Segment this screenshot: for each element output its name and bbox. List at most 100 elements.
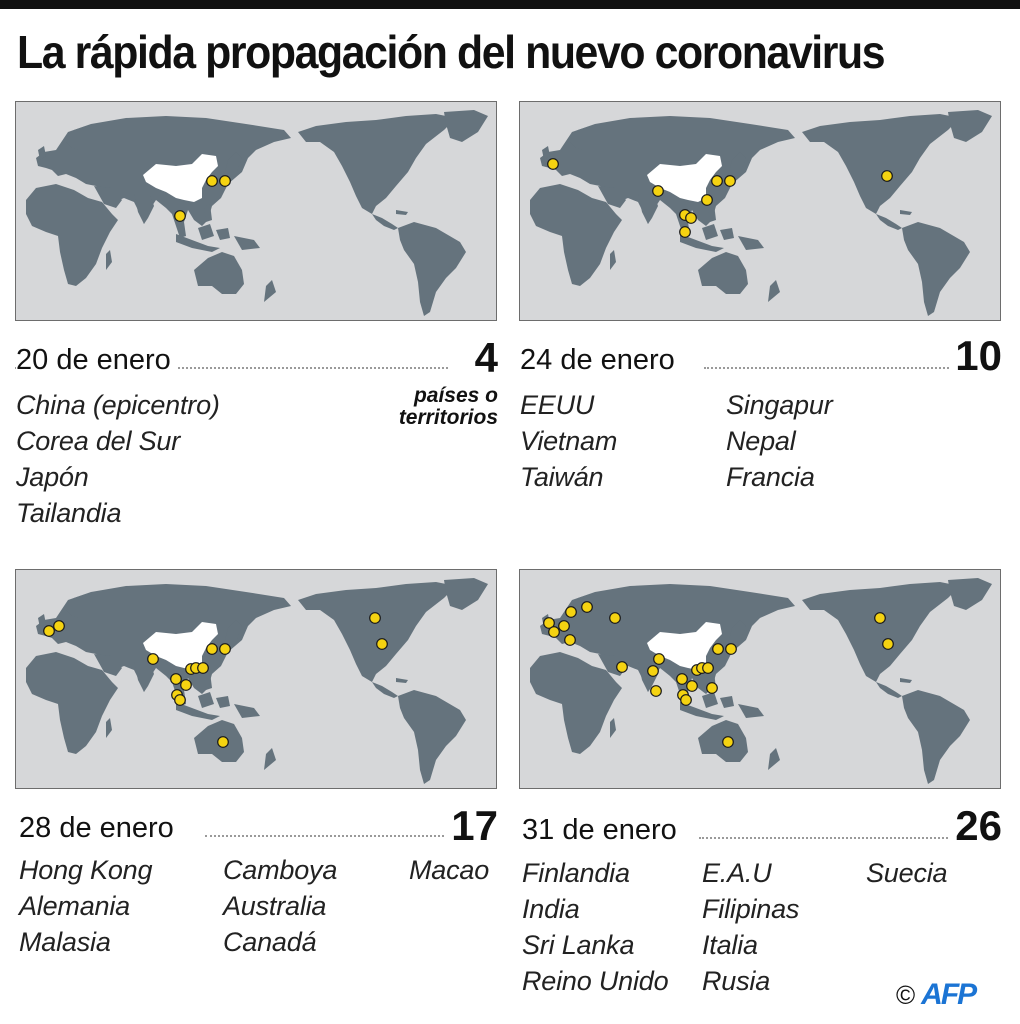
country-column: E.A.U Filipinas Italia Rusia: [702, 855, 866, 999]
case-location-dot: [609, 612, 621, 624]
country-name: Malasia: [19, 927, 111, 957]
case-location-dot: [616, 661, 628, 673]
date-label: 31 de enero: [522, 813, 683, 847]
country-column: Macao: [409, 852, 489, 960]
country-name: Hong Kong: [19, 855, 153, 885]
case-location-dot: [174, 694, 186, 706]
case-location-dot: [548, 626, 560, 638]
case-location-dot: [217, 736, 229, 748]
country-column: Suecia: [866, 855, 948, 999]
case-location-dot: [722, 736, 734, 748]
country-name: Suecia: [866, 858, 948, 888]
country-column: Hong Kong Alemania Malasia: [19, 852, 223, 960]
copyright-icon: ©: [896, 980, 916, 1010]
case-location-dot: [653, 653, 665, 665]
case-location-dot: [174, 210, 186, 222]
country-name: Rusia: [702, 966, 771, 996]
country-name: Vietnam: [520, 426, 618, 456]
case-location-dot: [53, 620, 65, 632]
country-name: Japón: [16, 462, 89, 492]
units-line-2: territorios: [398, 406, 498, 429]
case-location-dot: [558, 620, 570, 632]
case-location-dot: [369, 612, 381, 624]
country-name: Alemania: [19, 891, 130, 921]
country-column: EEUU Vietnam Taiwán: [520, 387, 726, 495]
case-location-dot: [565, 606, 577, 618]
credit: © AFP: [896, 978, 977, 1011]
case-location-dot: [680, 694, 692, 706]
case-location-dot: [376, 638, 388, 650]
case-location-dot: [547, 158, 559, 170]
dotted-leader: [699, 837, 952, 839]
country-name: Tailandia: [16, 498, 122, 528]
dotted-leader: [704, 367, 952, 369]
country-column: China (epicentro) Corea del Sur Japón Ta…: [16, 387, 220, 531]
country-column: Singapur Nepal Francia: [726, 387, 833, 495]
case-location-dot: [197, 662, 209, 674]
country-column: Finlandia India Sri Lanka Reino Unido: [522, 855, 702, 999]
panel-jan-24: 24 de enero 10 EEUU Vietnam Taiwán Singa…: [519, 101, 1002, 531]
country-name: Reino Unido: [522, 966, 669, 996]
case-location-dot: [564, 634, 576, 646]
case-location-dot: [882, 638, 894, 650]
panel-header: 31 de enero 26: [519, 803, 1002, 849]
case-location-dot: [650, 685, 662, 697]
date-label: 24 de enero: [520, 343, 681, 377]
country-name: Italia: [702, 930, 758, 960]
case-location-dot: [881, 170, 893, 182]
case-location-dot: [706, 682, 718, 694]
case-location-dot: [219, 175, 231, 187]
afp-logo: AFP: [921, 978, 977, 1011]
case-location-dot: [652, 185, 664, 197]
case-location-dot: [676, 673, 688, 685]
case-location-dot: [206, 175, 218, 187]
country-name: Singapur: [726, 390, 833, 420]
units-line-1: países o: [413, 384, 498, 407]
case-location-dot: [581, 601, 593, 613]
country-name: Finlandia: [522, 858, 630, 888]
date-label: 28 de enero: [19, 811, 180, 845]
world-map: [15, 101, 497, 321]
units-label: países o territorios: [399, 385, 498, 429]
case-location-dot: [647, 665, 659, 677]
case-location-dot: [543, 617, 555, 629]
panel-jan-31: 31 de enero 26 Finlandia India Sri Lanka…: [519, 569, 1002, 996]
case-location-dot: [206, 643, 218, 655]
world-map: [519, 569, 1001, 789]
country-name: Filipinas: [702, 894, 800, 924]
case-location-dot: [685, 212, 697, 224]
case-location-dot: [180, 679, 192, 691]
page-title: La rápida propagación del nuevo coronavi…: [17, 26, 886, 78]
panel-header: 20 de enero 4: [15, 333, 498, 381]
country-name: EEUU: [520, 390, 595, 420]
country-count: 26: [949, 803, 1002, 849]
panel-header: 24 de enero 10: [519, 333, 1002, 379]
case-location-dot: [874, 612, 886, 624]
case-location-dot: [219, 643, 231, 655]
country-name: Corea del Sur: [16, 426, 180, 456]
country-name: Nepal: [726, 426, 796, 456]
case-location-dot: [712, 643, 724, 655]
top-rule: [0, 0, 1020, 9]
dotted-leader: [205, 835, 448, 837]
case-location-dot: [686, 680, 698, 692]
map-svg: [16, 102, 496, 320]
map-svg: [520, 570, 1000, 788]
case-location-dot: [702, 662, 714, 674]
country-name: Taiwán: [520, 462, 604, 492]
date-label: 20 de enero: [16, 343, 177, 377]
case-location-dot: [170, 673, 182, 685]
map-svg: [16, 570, 496, 788]
case-location-dot: [147, 653, 159, 665]
world-map: [15, 569, 497, 789]
country-name: Sri Lanka: [522, 930, 635, 960]
country-name: Canadá: [223, 927, 317, 957]
case-location-dot: [724, 175, 736, 187]
case-location-dot: [725, 643, 737, 655]
panel-header: 28 de enero 17: [15, 801, 498, 849]
case-location-dot: [43, 625, 55, 637]
country-count: 10: [949, 333, 1002, 379]
country-name: Australia: [223, 891, 327, 921]
country-list: China (epicentro) Corea del Sur Japón Ta…: [16, 387, 220, 531]
case-location-dot: [679, 226, 691, 238]
